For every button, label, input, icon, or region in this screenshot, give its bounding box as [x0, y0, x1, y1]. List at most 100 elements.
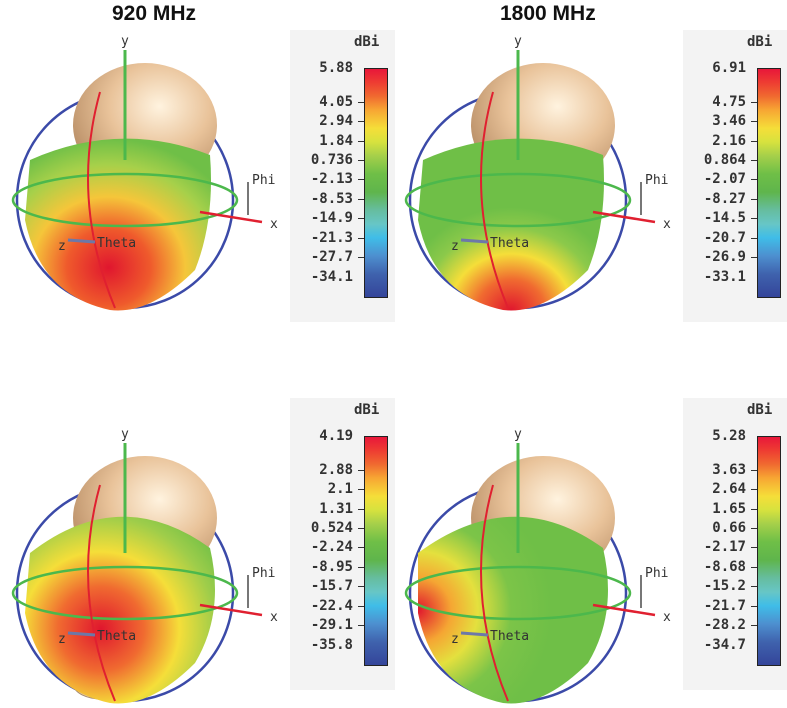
colorbar-tick-label: -2.13 [310, 171, 353, 188]
colorbar-tick-label: 5.88 [319, 60, 353, 76]
colorbar-tick-label: -14.9 [310, 210, 353, 227]
3d-pattern-view: y x Phi z Theta [404, 34, 671, 311]
radiation-pattern-panel-top-1800: y x Phi z Theta dBi 6.91 4.75 3.46 2.16 0.86… [393, 0, 787, 350]
colorbar-tick-label: -28.2 [703, 617, 746, 634]
meridian-line [87, 484, 116, 702]
phi-ring [404, 172, 632, 228]
colorbar-tick-label: -22.4 [310, 597, 353, 614]
colorbar-tick-label: -8.68 [703, 558, 746, 575]
x-axis [592, 603, 656, 617]
phi-label: Phi [645, 173, 668, 188]
colorbar-tick-label: 3.46 [712, 113, 746, 130]
pattern-surface [418, 138, 604, 311]
y-axis-label: y [514, 34, 522, 49]
pattern-surface [418, 516, 608, 704]
colorbar-tick-label: -8.27 [703, 190, 746, 207]
colorbar-tick [751, 508, 757, 510]
pattern-surface [25, 516, 215, 704]
radiation-pattern-panel-bottom-1800: y x Phi z Theta dBi 5.28 3.63 2.64 1.65 0.66… [393, 358, 787, 708]
colorbar-tick [358, 237, 364, 239]
radiation-pattern-panel-bottom-920: y x Phi z Theta dBi 4.19 2.88 2.1 1.31 0.524… [0, 358, 395, 708]
colorbar-tick-label: 3.63 [712, 461, 746, 478]
colorbar-tick-label: 0.66 [712, 520, 746, 537]
colorbar-unit: dBi [354, 34, 380, 50]
colorbar-tick [751, 257, 757, 259]
colorbar-tick-label: -27.7 [310, 249, 353, 266]
y-axis-label: y [121, 34, 129, 49]
x-axis-label: x [663, 217, 671, 232]
colorbar-tick [751, 566, 757, 568]
colorbar-tick-label: -14.5 [703, 210, 746, 227]
colorbar-tick [358, 528, 364, 530]
column-title-1800: 1800 MHz [500, 2, 596, 25]
theta-label: Theta [97, 629, 136, 644]
colorbar-tick-label: 1.65 [712, 500, 746, 517]
colorbar-unit: dBi [354, 402, 380, 418]
pattern-surface [25, 138, 211, 311]
colorbar-tick [751, 237, 757, 239]
colorbar-gradient [364, 68, 388, 298]
phi-label: Phi [645, 566, 668, 581]
colorbar-tick-label: 1.31 [319, 500, 353, 517]
z-axis-label: z [58, 632, 66, 647]
meridian-line [480, 484, 509, 702]
colorbar-tick [358, 566, 364, 568]
colorbar-legend: dBi 5.28 3.63 2.64 1.65 0.66 -2.17 -8.68 -15.2 -… [683, 398, 787, 690]
colorbar-tick [751, 469, 757, 471]
colorbar-tick-label: -34.7 [703, 636, 746, 653]
colorbar-tick-label: -8.53 [310, 190, 353, 207]
z-axis-label: z [58, 239, 66, 254]
colorbar-tick-label: -21.3 [310, 229, 353, 246]
colorbar-tick [358, 198, 364, 200]
y-axis-label: y [514, 427, 522, 442]
colorbar-tick-label: -2.07 [703, 171, 746, 188]
colorbar-tick-label: 6.91 [712, 60, 746, 76]
colorbar-legend: dBi 5.88 4.05 2.94 1.84 0.736 -2.13 -8.53 -14.9… [290, 30, 395, 322]
column-title-920: 920 MHz [112, 2, 197, 25]
z-axis-label: z [451, 632, 459, 647]
colorbar-tick [751, 160, 757, 162]
colorbar-tick [358, 547, 364, 549]
theta-arrow [67, 631, 96, 637]
theta-arrow [460, 631, 489, 637]
z-axis-label: z [451, 239, 459, 254]
colorbar-tick [751, 528, 757, 530]
colorbar-tick [358, 179, 364, 181]
x-axis [199, 210, 263, 224]
theta-arrow [460, 238, 489, 244]
theta-label: Theta [490, 236, 529, 251]
colorbar-tick [751, 179, 757, 181]
colorbar-tick [358, 160, 364, 162]
x-axis [592, 210, 656, 224]
phi-ring [11, 565, 239, 621]
colorbar-gradient [364, 436, 388, 666]
colorbar-tick-label: -33.1 [703, 268, 746, 285]
x-axis-label: x [663, 610, 671, 625]
colorbar-tick-label: 2.64 [712, 481, 746, 498]
colorbar-tick-label: 1.84 [319, 132, 353, 149]
colorbar-tick [358, 257, 364, 259]
colorbar-legend: dBi 6.91 4.75 3.46 2.16 0.864 -2.07 -8.27 -14.5… [683, 30, 787, 322]
colorbar-tick-label: -34.1 [310, 268, 353, 285]
phi-ring [404, 565, 632, 621]
x-axis-label: x [270, 610, 278, 625]
colorbar-tick [751, 140, 757, 142]
colorbar-tick-label: 2.1 [327, 481, 353, 498]
x-axis-label: x [270, 217, 278, 232]
meridian-line [480, 91, 509, 309]
3d-pattern-view: y x Phi z Theta [404, 427, 671, 704]
3d-pattern-view: y x Phi z Theta [11, 427, 278, 704]
colorbar-tick [751, 586, 757, 588]
colorbar-tick-label: -20.7 [703, 229, 746, 246]
x-axis [199, 603, 263, 617]
colorbar-tick-label: 4.05 [319, 93, 353, 110]
colorbar-tick [751, 121, 757, 123]
colorbar-tick-label: 4.75 [712, 93, 746, 110]
colorbar-tick [358, 101, 364, 103]
colorbar-tick-label: 5.28 [712, 428, 746, 444]
y-axis-label: y [121, 427, 129, 442]
colorbar-unit: dBi [747, 402, 773, 418]
colorbar-tick [358, 218, 364, 220]
colorbar-tick-label: -21.7 [703, 597, 746, 614]
colorbar-tick [751, 218, 757, 220]
